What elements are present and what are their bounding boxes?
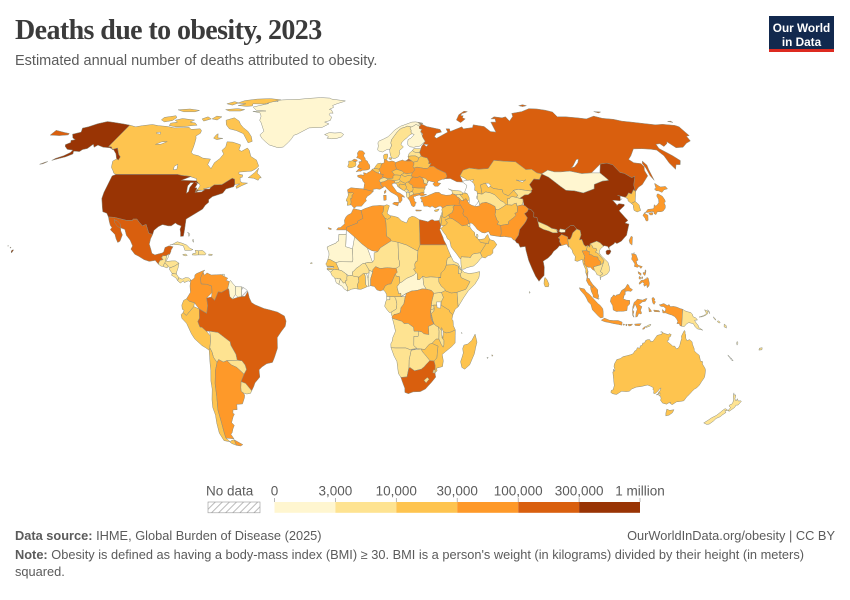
svg-text:100,000: 100,000	[494, 484, 543, 499]
svg-text:0: 0	[271, 484, 279, 499]
svg-text:30,000: 30,000	[437, 484, 478, 499]
svg-text:10,000: 10,000	[376, 484, 417, 499]
svg-text:3,000: 3,000	[319, 484, 353, 499]
svg-text:No data: No data	[206, 484, 254, 499]
svg-text:1 million: 1 million	[615, 484, 665, 499]
svg-text:300,000: 300,000	[555, 484, 604, 499]
